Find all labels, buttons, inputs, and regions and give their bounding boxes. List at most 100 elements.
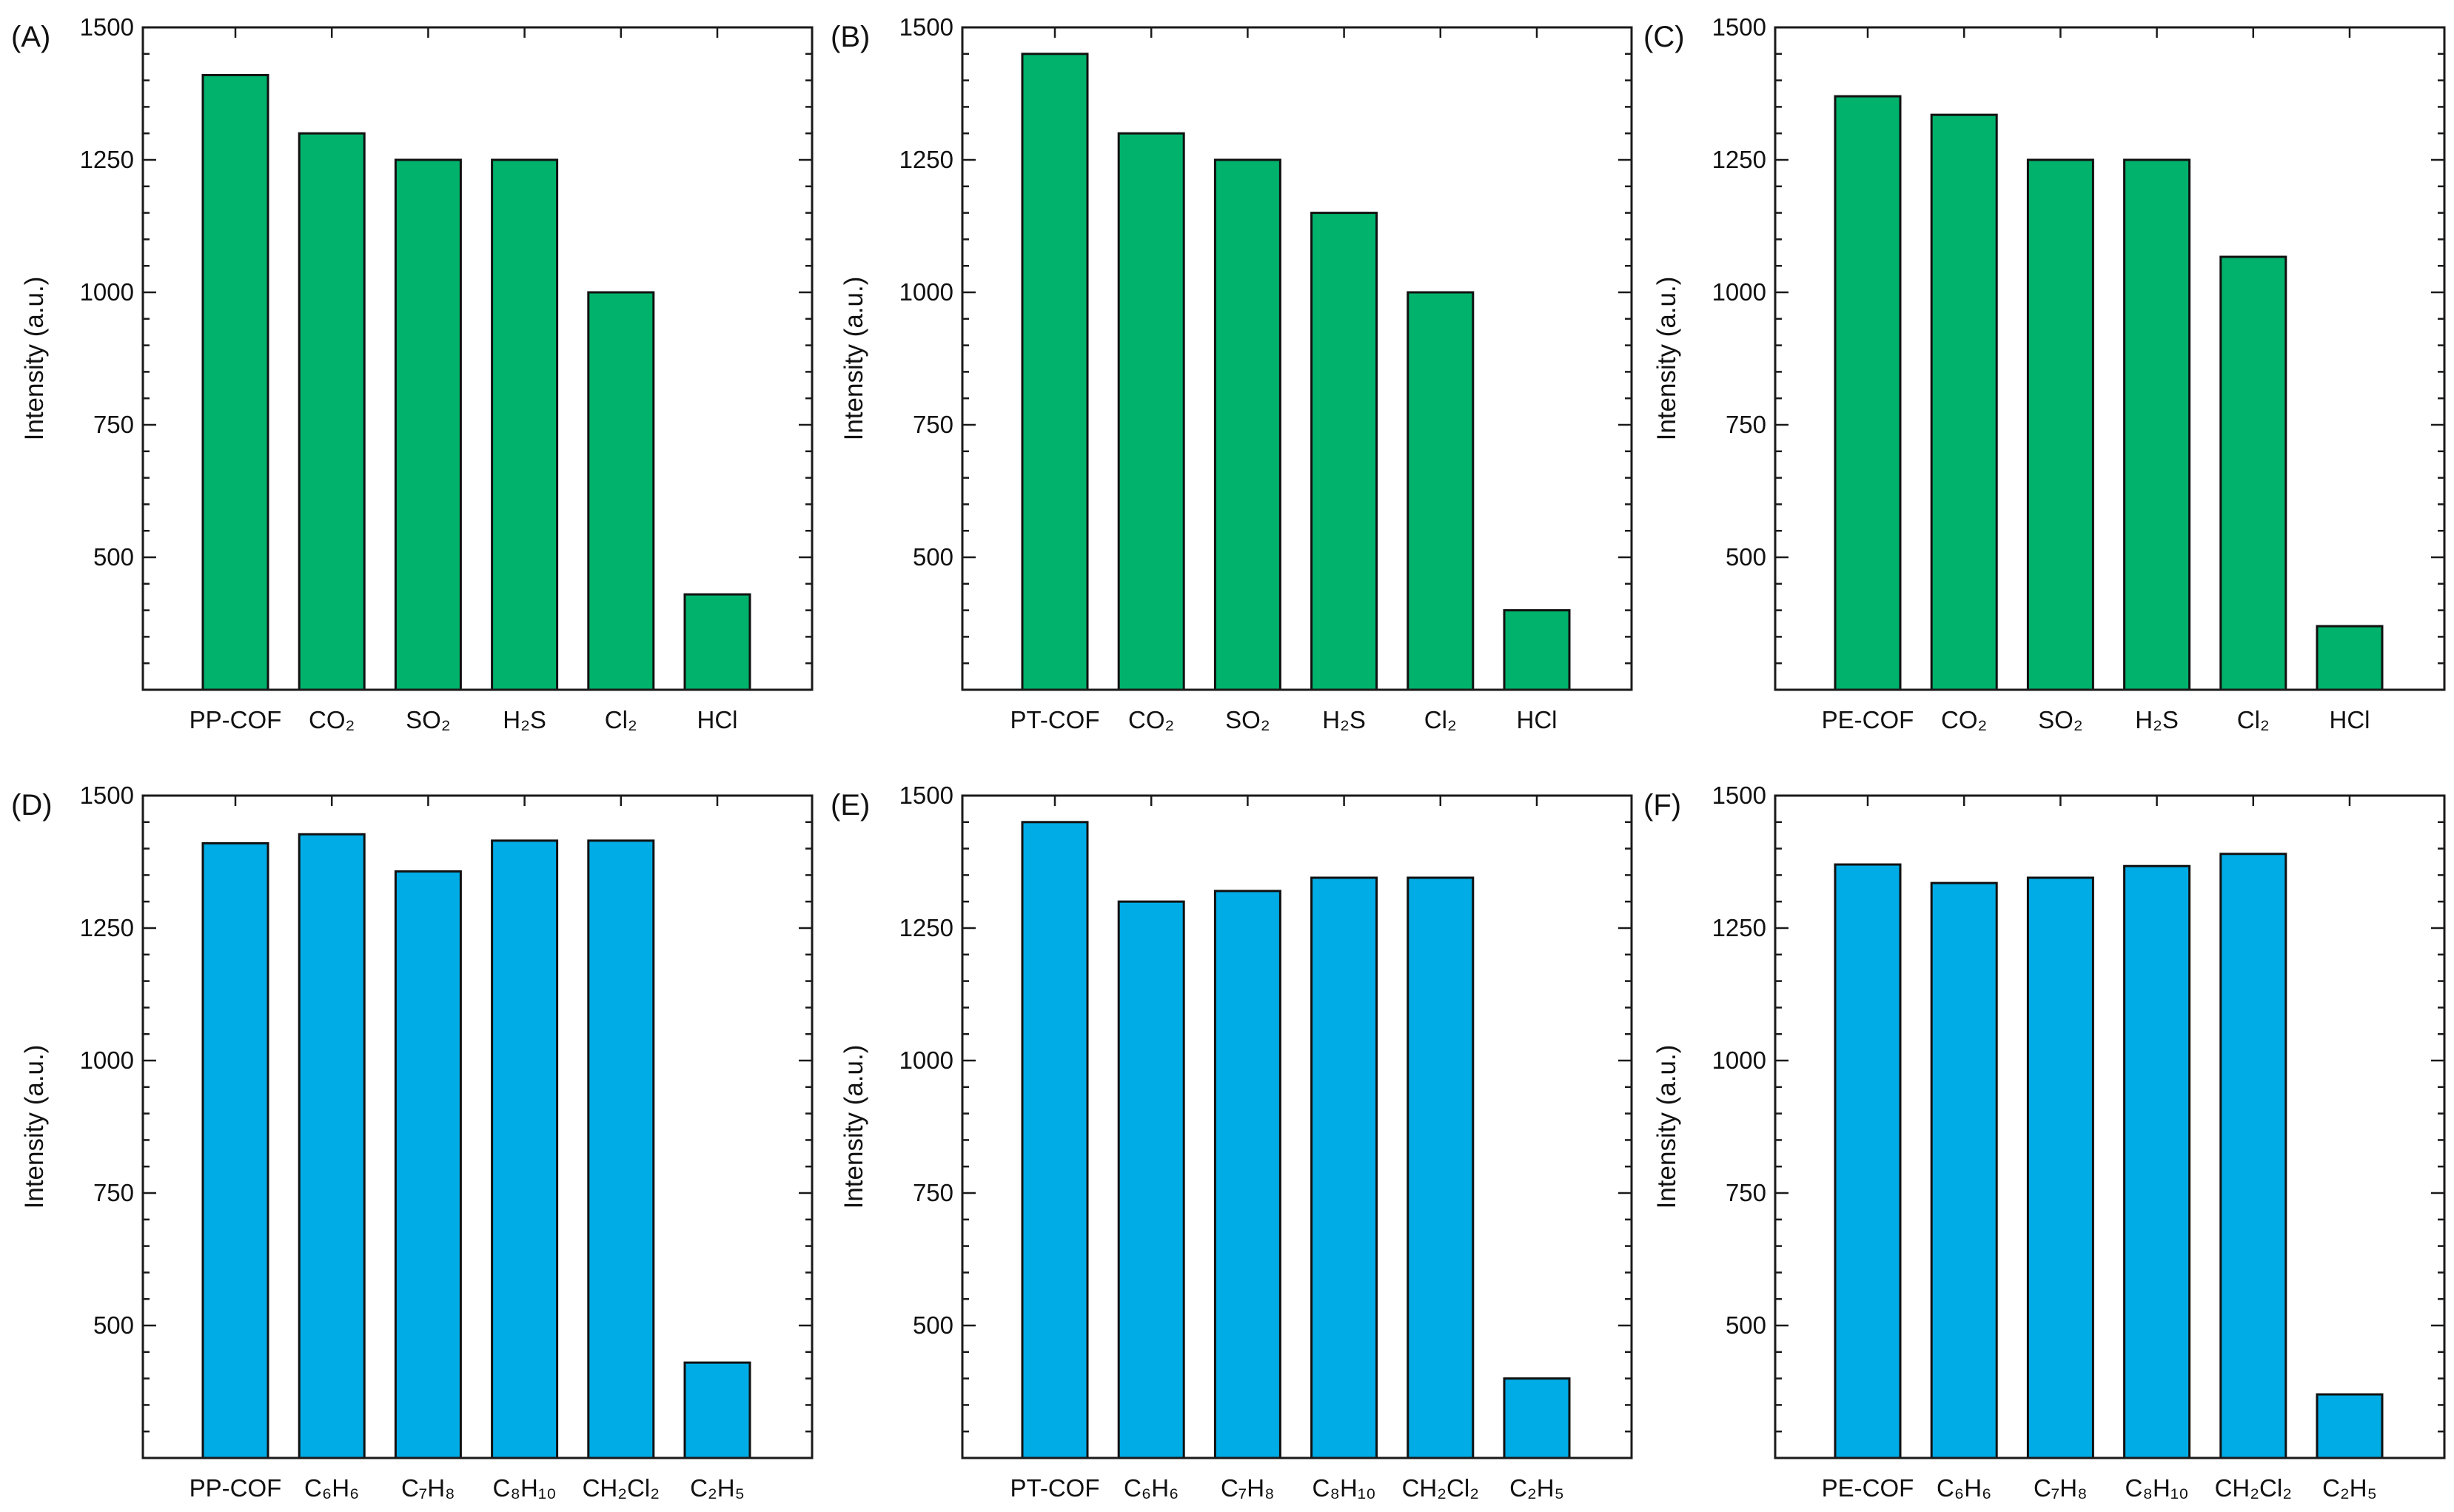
bar-c-6: [2316, 625, 2384, 691]
x-category-label-f: C₇H₈: [2034, 1474, 2088, 1502]
bar-a-2: [298, 132, 366, 691]
y-tick-label-f: 750: [1726, 1179, 1766, 1206]
x-category-label-d: C₈H₁₀: [493, 1474, 557, 1502]
bar-d-1: [201, 841, 269, 1459]
x-category-label-e: C₈H₁₀: [1313, 1474, 1376, 1502]
y-axis-title-b: Intensity (a.u.): [839, 277, 868, 441]
bar-e-2: [1117, 900, 1185, 1459]
chart-panel-a: (A) Intensity (a.u.) 500 750 1000 1250 1500 PP-…: [11, 13, 814, 733]
plot-frame-a: [141, 26, 814, 691]
chart-panel-e: (E) Intensity (a.u.) 500 750 1000 1250 1500 PT-…: [831, 782, 1633, 1502]
y-tick-label-c: 750: [1726, 411, 1766, 438]
y-tick-label-a: 1500: [80, 13, 134, 41]
y-tick-label-c: 1000: [1712, 278, 1766, 306]
chart-panel-c: (C) Intensity (a.u.) 500 750 1000 1250 1500 PE-…: [1643, 13, 2446, 733]
y-tick-label-c: 500: [1726, 543, 1766, 571]
bar-e-5: [1407, 876, 1475, 1459]
bar-b-2: [1117, 132, 1185, 691]
x-category-label-e: CH₂Cl₂: [1402, 1474, 1479, 1502]
y-tick-label-b: 500: [913, 543, 953, 571]
x-category-label-b: HCl: [1517, 706, 1558, 733]
y-tick-label-e: 500: [913, 1311, 953, 1339]
bar-a-3: [394, 158, 462, 691]
y-tick-label-b: 1500: [899, 13, 953, 41]
panel-label-c: (C): [1643, 21, 1685, 53]
bar-d-6: [683, 1361, 751, 1459]
bar-b-5: [1407, 291, 1475, 691]
x-category-label-e: C₇H₈: [1221, 1474, 1275, 1502]
y-tick-label-d: 1500: [80, 782, 134, 809]
y-tick-label-b: 1000: [899, 278, 953, 306]
chart-panel-d: (D) Intensity (a.u.) 500 750 1000 1250 1500 PP-…: [11, 782, 814, 1502]
bar-a-5: [587, 291, 655, 691]
bar-c-5: [2219, 255, 2287, 691]
y-tick-label-f: 1250: [1712, 914, 1766, 941]
x-category-label-c: PE-COF: [1822, 706, 1914, 733]
plot-frame-d: [141, 794, 814, 1459]
x-category-label-f: C₆H₆: [1937, 1474, 1991, 1502]
x-category-label-f: CH₂Cl₂: [2215, 1474, 2292, 1502]
y-axis-title-d: Intensity (a.u.): [20, 1045, 49, 1209]
x-category-label-a: H₂S: [503, 706, 546, 733]
x-category-label-a: SO₂: [406, 706, 451, 733]
panel-label-d: (D): [11, 789, 53, 821]
chart-panel-b: (B) Intensity (a.u.) 500 750 1000 1250 1500 PT-…: [831, 13, 1633, 733]
x-category-label-c: HCl: [2330, 706, 2370, 733]
panel-label-a: (A): [11, 21, 50, 53]
bar-c-4: [2123, 158, 2191, 691]
y-tick-label-d: 1250: [80, 914, 134, 941]
bar-b-4: [1310, 212, 1378, 691]
y-tick-label-e: 1000: [899, 1046, 953, 1074]
x-category-label-c: H₂S: [2135, 706, 2179, 733]
x-category-label-f: C₂H₅: [2322, 1474, 2377, 1502]
plot-frame-f: [1774, 794, 2446, 1459]
y-axis-title-f: Intensity (a.u.): [1652, 1045, 1681, 1209]
x-category-label-a: CO₂: [309, 706, 355, 733]
bar-e-3: [1213, 890, 1281, 1459]
y-tick-label-f: 1000: [1712, 1046, 1766, 1074]
y-tick-label-a: 1250: [80, 146, 134, 173]
y-tick-label-a: 500: [93, 543, 134, 571]
y-axis-title-c: Intensity (a.u.): [1652, 277, 1681, 441]
y-axis-title-a: Intensity (a.u.): [20, 277, 49, 441]
x-category-label-f: PE-COF: [1822, 1474, 1914, 1502]
bar-d-3: [394, 870, 462, 1459]
bar-c-1: [1834, 95, 1902, 691]
plot-frame-e: [961, 794, 1633, 1459]
y-tick-label-e: 1250: [899, 914, 953, 941]
bar-f-6: [2316, 1393, 2384, 1459]
y-tick-label-f: 500: [1726, 1311, 1766, 1339]
bar-b-3: [1213, 158, 1281, 691]
x-category-label-c: CO₂: [1941, 706, 1987, 733]
x-category-label-d: C₂H₅: [690, 1474, 745, 1502]
x-category-label-b: CO₂: [1128, 706, 1174, 733]
x-category-label-c: SO₂: [2038, 706, 2083, 733]
x-category-label-a: HCl: [697, 706, 738, 733]
bar-b-6: [1503, 609, 1571, 691]
y-tick-label-b: 1250: [899, 146, 953, 173]
x-category-label-d: CH₂Cl₂: [583, 1474, 660, 1502]
y-tick-label-a: 1000: [80, 278, 134, 306]
bar-f-4: [2123, 864, 2191, 1459]
bar-e-1: [1021, 821, 1089, 1459]
panel-label-f: (F): [1643, 789, 1681, 821]
y-tick-label-a: 750: [93, 411, 134, 438]
x-category-label-a: Cl₂: [605, 706, 637, 733]
bar-e-6: [1503, 1377, 1571, 1459]
y-tick-label-b: 750: [913, 411, 953, 438]
bar-c-2: [1930, 113, 1998, 691]
x-category-label-a: PP-COF: [190, 706, 282, 733]
x-category-label-e: C₆H₆: [1124, 1474, 1179, 1502]
x-category-label-d: C₆H₆: [304, 1474, 359, 1502]
bar-d-4: [491, 839, 559, 1459]
bar-b-1: [1021, 53, 1089, 691]
plot-frame-b: [961, 26, 1633, 691]
panel-label-e: (E): [831, 789, 870, 821]
x-category-label-c: Cl₂: [2237, 706, 2270, 733]
bar-d-2: [298, 833, 366, 1459]
bar-f-1: [1834, 863, 1902, 1459]
y-tick-label-d: 750: [93, 1179, 134, 1206]
x-category-label-d: PP-COF: [190, 1474, 282, 1502]
y-tick-label-e: 750: [913, 1179, 953, 1206]
